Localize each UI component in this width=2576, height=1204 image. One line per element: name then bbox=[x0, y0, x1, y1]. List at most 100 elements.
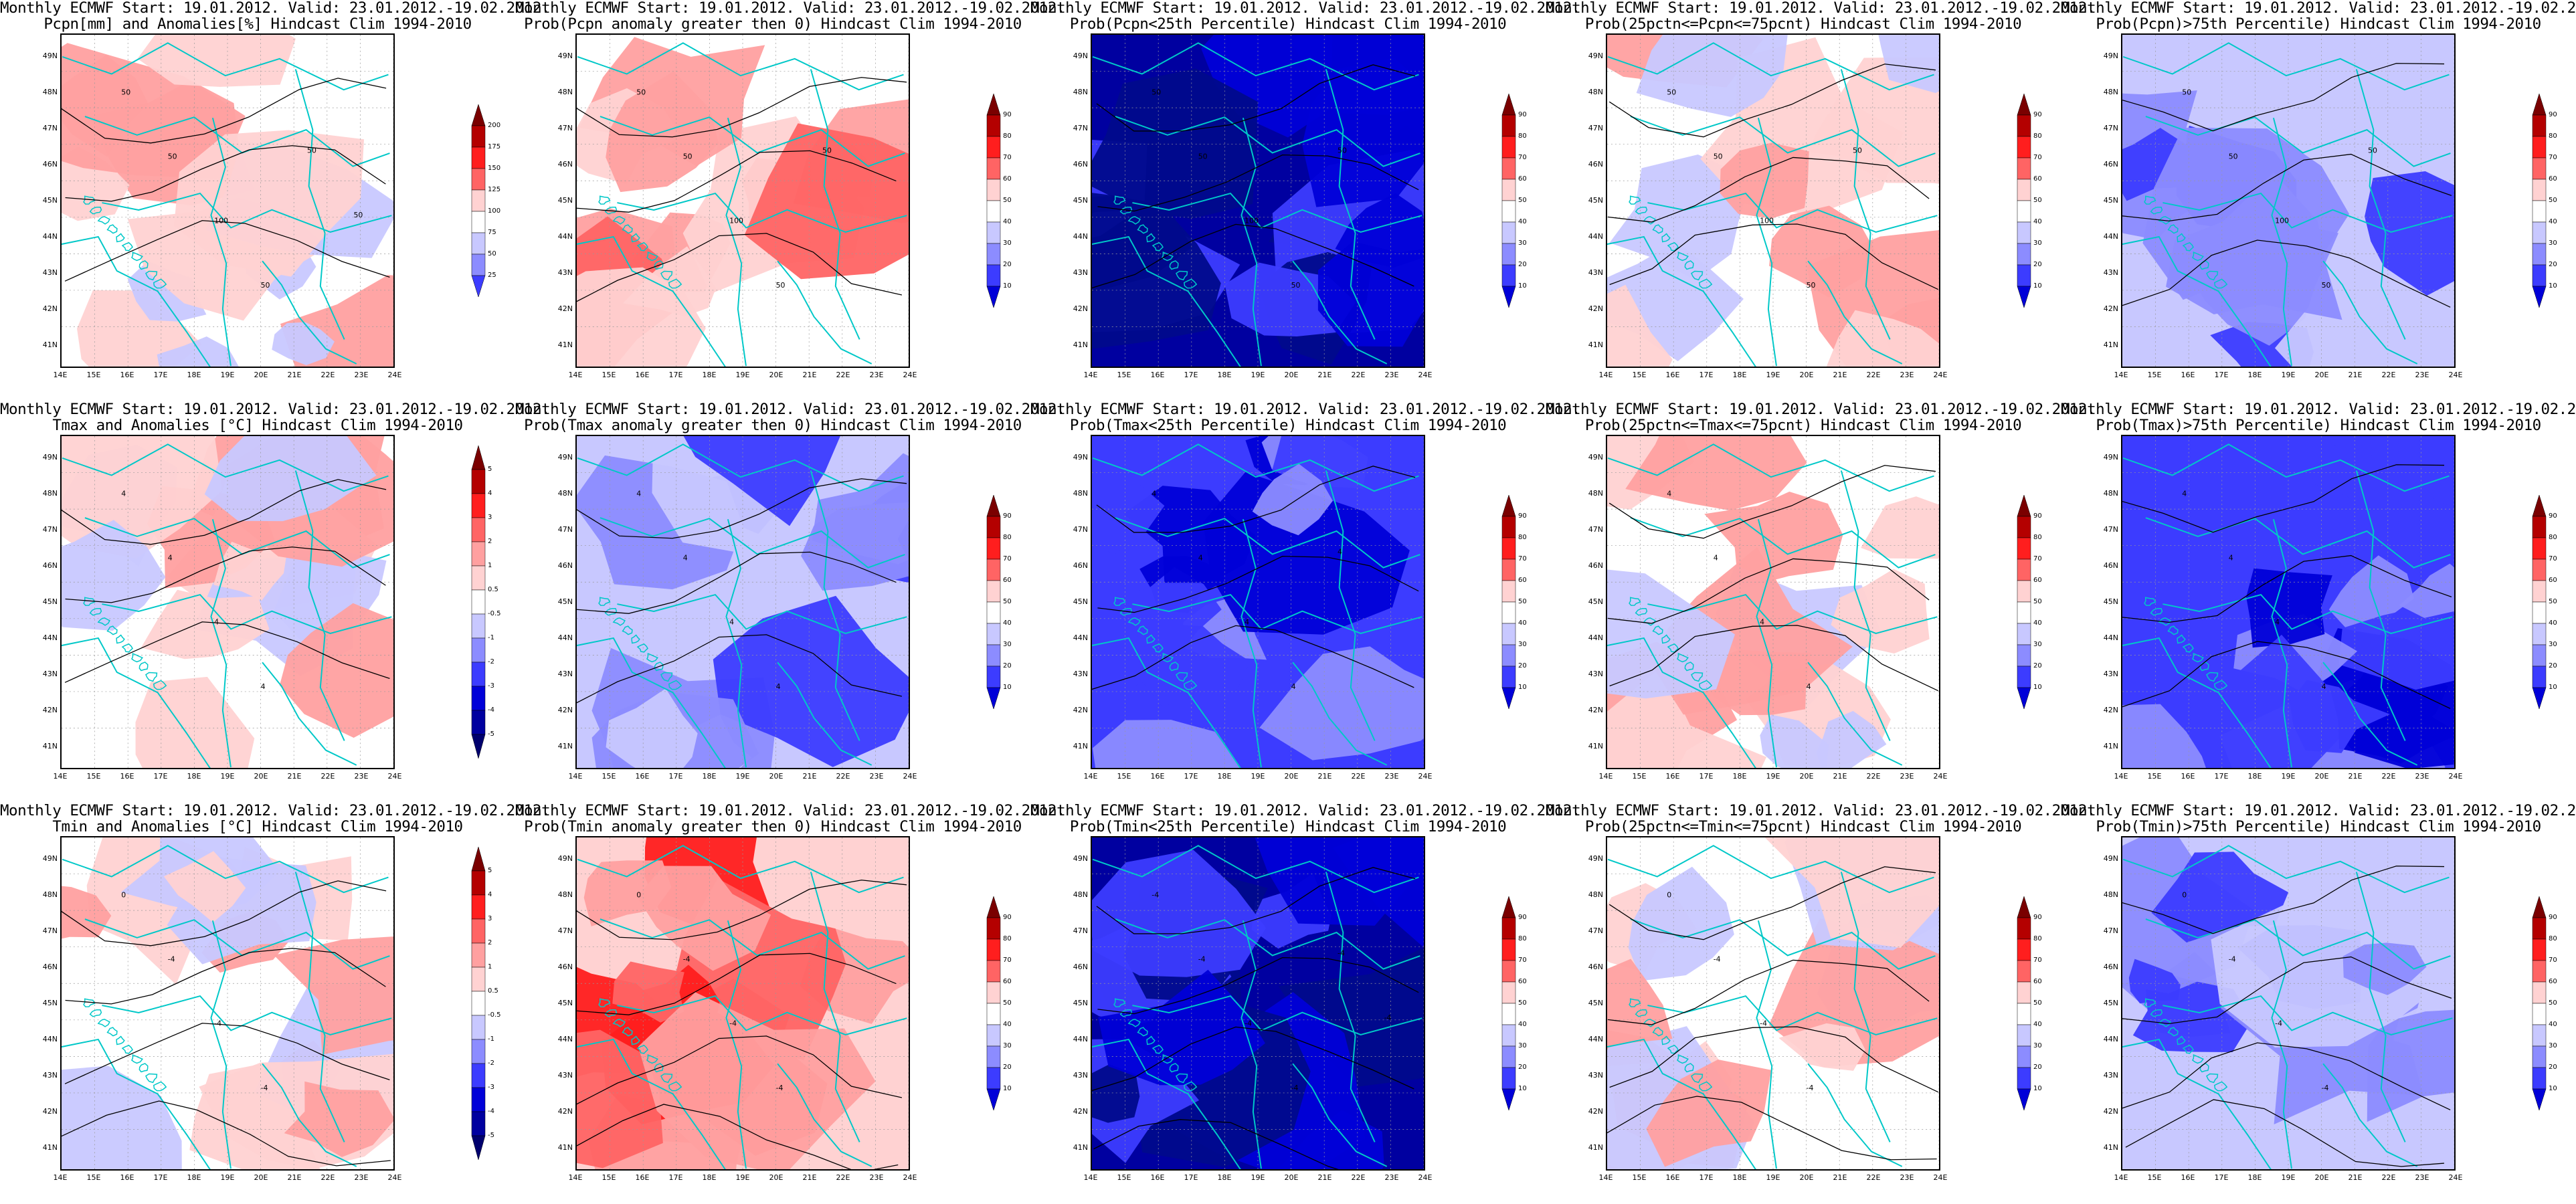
latitude-tick-label: 47N bbox=[2103, 926, 2118, 935]
colorbar-tick-label: 2 bbox=[488, 939, 492, 946]
colorbar-tick-label: 20 bbox=[2549, 261, 2557, 268]
island-outline bbox=[1146, 233, 1156, 243]
border-river-line bbox=[617, 995, 907, 1035]
contour-label: -4 bbox=[2229, 955, 2236, 964]
colorbar-tick-label: 30 bbox=[2549, 641, 2557, 648]
longitude-tick-label: 21E bbox=[2348, 371, 2363, 379]
latitude-tick-label: 44N bbox=[2103, 1035, 2118, 1043]
longitude-tick-label: 18E bbox=[187, 772, 201, 781]
island-outline bbox=[1183, 680, 1198, 690]
border-river-line bbox=[1240, 920, 1262, 1169]
longitude-tick-label: 17E bbox=[668, 371, 683, 379]
colorbar-tick-label: 90 bbox=[1003, 512, 1012, 520]
longitude-tick-label: 19E bbox=[735, 371, 750, 379]
longitude-tick-label: 14E bbox=[1598, 772, 1613, 781]
map-plot-area: 50 50 100 50 50 50 bbox=[60, 33, 395, 368]
border-river-line bbox=[1092, 637, 1241, 768]
island-outline bbox=[1169, 662, 1179, 672]
latitude-tick-label: 44N bbox=[557, 232, 573, 241]
border-river-line bbox=[294, 872, 345, 1142]
latitude-tick-label: 43N bbox=[1588, 1071, 1603, 1080]
border-river-line bbox=[810, 69, 860, 340]
shaded-region bbox=[1278, 948, 1424, 1087]
border-river-line bbox=[1607, 42, 1934, 91]
longitude-tick-label: 19E bbox=[1766, 1173, 1780, 1182]
longitude-tick-label: 18E bbox=[702, 1173, 717, 1182]
colorbar-legend: 90 80 70 60 50 40 30 20 10 bbox=[1501, 494, 1527, 710]
longitude-tick-label: 24E bbox=[1933, 772, 1948, 781]
contour-label: -4 bbox=[1152, 890, 1159, 899]
island-outline bbox=[636, 242, 648, 252]
colorbar-segment bbox=[2017, 200, 2031, 223]
colorbar-tick-label: 50 bbox=[2549, 197, 2557, 204]
island-outline bbox=[622, 224, 633, 234]
contour-label: 50 bbox=[1853, 146, 1862, 155]
colorbar-tick-label: 20 bbox=[2033, 261, 2042, 268]
longitude-tick-label: 22E bbox=[1351, 371, 1366, 379]
longitude-tick-label: 16E bbox=[2181, 1173, 2195, 1182]
island-outline bbox=[1684, 260, 1694, 270]
shaded-region bbox=[2286, 75, 2393, 162]
island-outline bbox=[1183, 1081, 1198, 1092]
latitude-tick-label: 41N bbox=[1588, 1143, 1603, 1152]
border-river-line bbox=[2322, 662, 2418, 766]
border-river-line bbox=[262, 1063, 357, 1167]
latitude-tick-label: 46N bbox=[557, 561, 573, 570]
border-river-line bbox=[2355, 470, 2406, 741]
island-outline bbox=[598, 195, 611, 205]
colorbar-legend: 90 80 70 60 50 40 30 20 10 bbox=[986, 93, 1012, 308]
colorbar-tick-label: 20 bbox=[2549, 1064, 2557, 1071]
island-outline bbox=[1162, 1054, 1174, 1064]
colorbar-tick-label: 80 bbox=[2033, 935, 2042, 942]
island-outline bbox=[660, 672, 673, 682]
colorbar-segment bbox=[986, 179, 1001, 201]
island-outline bbox=[1698, 680, 1713, 690]
contour-label: 50 bbox=[636, 88, 646, 96]
contour-line bbox=[64, 1023, 390, 1084]
contour-label: 50 bbox=[2229, 153, 2238, 161]
latitude-tick-label: 44N bbox=[1588, 633, 1603, 642]
panel-title: Monthly ECMWF Start: 19.01.2012. Valid: … bbox=[1030, 803, 1580, 835]
island-outline bbox=[631, 634, 640, 644]
shaded-region bbox=[1252, 464, 1333, 536]
colorbar-tick-label: 10 bbox=[2549, 684, 2557, 691]
longitude-tick-label: 17E bbox=[153, 1173, 168, 1182]
shaded-region bbox=[577, 1029, 663, 1169]
map-plot-area: 4 4 4 4 bbox=[575, 435, 910, 769]
colorbar-tick-label: 4 bbox=[488, 490, 492, 497]
border-river-line bbox=[210, 519, 232, 768]
colorbar-segment bbox=[2017, 1045, 2031, 1068]
map-canvas: 50 50 100 50 50 bbox=[2122, 35, 2454, 367]
colorbar-tick-label: 50 bbox=[2033, 598, 2042, 605]
island-outline bbox=[1691, 1073, 1704, 1084]
contour-label: 4 bbox=[1667, 489, 1671, 498]
island-outline bbox=[89, 607, 102, 616]
contour-label: 50 bbox=[353, 211, 363, 219]
colorbar-segment bbox=[1501, 687, 1516, 710]
border-river-line bbox=[102, 593, 392, 634]
map-canvas: 50 50 100 50 50 bbox=[1092, 35, 1424, 367]
island-outline bbox=[145, 270, 158, 281]
border-river-line bbox=[1607, 637, 1756, 768]
island-outline bbox=[1119, 1009, 1133, 1017]
latitude-tick-label: 48N bbox=[557, 890, 573, 899]
colorbar-segment bbox=[986, 200, 1001, 223]
shaded-region bbox=[1778, 1023, 1865, 1071]
colorbar-tick-label: 40 bbox=[2033, 619, 2042, 627]
shaded-region bbox=[583, 860, 672, 926]
shaded-region bbox=[612, 961, 684, 1023]
colorbar-tick-label: 50 bbox=[1003, 197, 1012, 204]
contour-label: 50 bbox=[2182, 88, 2191, 96]
colorbar-segment bbox=[1501, 938, 1516, 961]
island-outline bbox=[660, 1073, 673, 1084]
panel-title-line-1: Monthly ECMWF Start: 19.01.2012. Valid: … bbox=[1030, 401, 1580, 418]
island-outline bbox=[2144, 998, 2156, 1007]
contour-line bbox=[62, 1100, 391, 1167]
island-outline bbox=[1183, 278, 1198, 289]
island-outline bbox=[2150, 206, 2163, 215]
longitude-tick-label: 18E bbox=[1732, 1173, 1747, 1182]
longitude-tick-label: 16E bbox=[1150, 371, 1165, 379]
border-river-line bbox=[2322, 260, 2418, 365]
colorbar-segment bbox=[2017, 179, 2031, 201]
colorbar-segment bbox=[1501, 179, 1516, 201]
